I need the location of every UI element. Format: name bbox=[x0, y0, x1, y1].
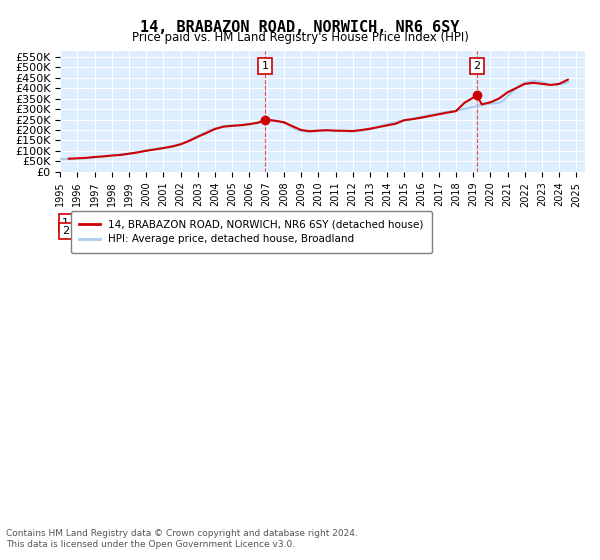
Text: 1: 1 bbox=[62, 217, 69, 227]
Text: 2: 2 bbox=[62, 226, 69, 236]
Text: 1: 1 bbox=[262, 61, 269, 71]
Legend: 14, BRABAZON ROAD, NORWICH, NR6 6SY (detached house), HPI: Average price, detach: 14, BRABAZON ROAD, NORWICH, NR6 6SY (det… bbox=[71, 211, 432, 253]
Text: 07-DEC-2006          £250,000          2% ↑ HPI: 07-DEC-2006 £250,000 2% ↑ HPI bbox=[92, 217, 347, 227]
Text: Contains HM Land Registry data © Crown copyright and database right 2024.
This d: Contains HM Land Registry data © Crown c… bbox=[6, 529, 358, 549]
Text: 14, BRABAZON ROAD, NORWICH, NR6 6SY: 14, BRABAZON ROAD, NORWICH, NR6 6SY bbox=[140, 20, 460, 35]
Text: 2: 2 bbox=[473, 61, 481, 71]
Text: Price paid vs. HM Land Registry's House Price Index (HPI): Price paid vs. HM Land Registry's House … bbox=[131, 31, 469, 44]
Text: 22-MAR-2019          £365,000          7% ↑ HPI: 22-MAR-2019 £365,000 7% ↑ HPI bbox=[92, 226, 349, 236]
